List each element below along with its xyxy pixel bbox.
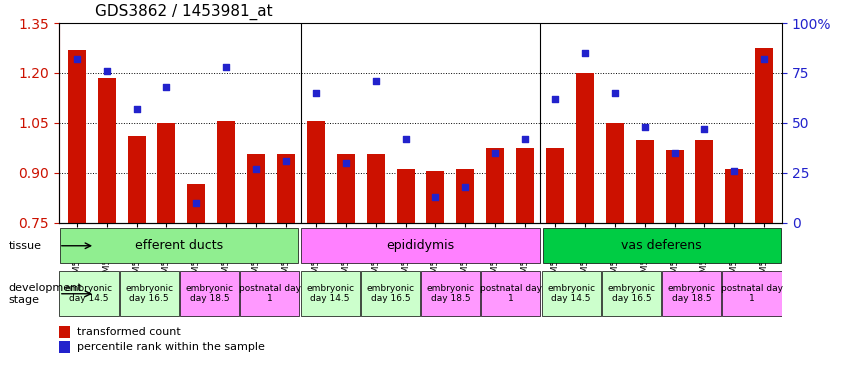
Bar	[157, 123, 176, 223]
FancyBboxPatch shape	[542, 228, 780, 263]
FancyBboxPatch shape	[662, 271, 722, 316]
Point	[458, 184, 472, 190]
Bar	[426, 171, 444, 223]
Point	[727, 168, 741, 174]
Bar	[665, 149, 684, 223]
Text: embryonic
day 18.5: embryonic day 18.5	[426, 284, 474, 303]
Point	[489, 150, 502, 156]
Bar	[486, 148, 505, 223]
Point	[608, 90, 621, 96]
FancyBboxPatch shape	[119, 271, 179, 316]
Bar	[307, 121, 325, 223]
Point	[279, 158, 293, 164]
FancyBboxPatch shape	[301, 228, 540, 263]
Bar	[397, 169, 415, 223]
FancyBboxPatch shape	[481, 271, 541, 316]
Point	[399, 136, 412, 142]
Text: embryonic
day 14.5: embryonic day 14.5	[547, 284, 595, 303]
Bar	[247, 154, 265, 223]
Text: postnatal day
1: postnatal day 1	[721, 284, 783, 303]
FancyBboxPatch shape	[60, 271, 119, 316]
Text: embryonic
day 16.5: embryonic day 16.5	[607, 284, 655, 303]
Text: embryonic
day 18.5: embryonic day 18.5	[186, 284, 234, 303]
FancyBboxPatch shape	[241, 271, 299, 316]
Bar	[367, 154, 384, 223]
Point	[668, 150, 681, 156]
Point	[578, 50, 591, 56]
Bar	[98, 78, 116, 223]
FancyBboxPatch shape	[300, 271, 360, 316]
FancyBboxPatch shape	[722, 271, 781, 316]
Point	[339, 160, 352, 166]
Bar	[606, 123, 624, 223]
FancyBboxPatch shape	[361, 271, 420, 316]
Point	[548, 96, 562, 102]
Text: percentile rank within the sample: percentile rank within the sample	[77, 342, 265, 352]
Point	[250, 166, 263, 172]
Text: embryonic
day 14.5: embryonic day 14.5	[306, 284, 354, 303]
Point	[429, 194, 442, 200]
Point	[100, 68, 114, 74]
Text: transformed count: transformed count	[77, 327, 181, 337]
Text: vas deferens: vas deferens	[621, 239, 702, 252]
Text: efferent ducts: efferent ducts	[135, 239, 224, 252]
Point	[130, 106, 143, 112]
Text: GDS3862 / 1453981_at: GDS3862 / 1453981_at	[95, 4, 272, 20]
Text: postnatal day
1: postnatal day 1	[239, 284, 301, 303]
Point	[758, 56, 771, 62]
Text: tissue: tissue	[8, 241, 41, 251]
Bar	[188, 184, 205, 223]
Text: epididymis: epididymis	[386, 239, 455, 252]
Bar	[217, 121, 235, 223]
Bar	[636, 139, 653, 223]
Bar	[336, 154, 355, 223]
Text: embryonic
day 16.5: embryonic day 16.5	[125, 284, 173, 303]
FancyBboxPatch shape	[421, 271, 480, 316]
Point	[638, 124, 652, 130]
Point	[70, 56, 83, 62]
Point	[160, 84, 173, 90]
Point	[518, 136, 532, 142]
Bar	[277, 154, 295, 223]
Bar	[128, 136, 145, 223]
Bar	[576, 73, 594, 223]
Point	[220, 64, 233, 70]
Bar	[457, 169, 474, 223]
FancyBboxPatch shape	[542, 271, 600, 316]
FancyBboxPatch shape	[180, 271, 239, 316]
Bar	[725, 169, 743, 223]
Text: embryonic
day 14.5: embryonic day 14.5	[65, 284, 113, 303]
Text: postnatal day
1: postnatal day 1	[480, 284, 542, 303]
Point	[309, 90, 323, 96]
Text: embryonic
day 16.5: embryonic day 16.5	[367, 284, 415, 303]
FancyBboxPatch shape	[602, 271, 661, 316]
Point	[698, 126, 711, 132]
Point	[189, 200, 203, 206]
Bar	[68, 50, 86, 223]
FancyBboxPatch shape	[61, 228, 299, 263]
Bar	[59, 326, 70, 338]
Text: development
stage: development stage	[8, 283, 82, 305]
Bar	[696, 139, 713, 223]
Text: embryonic
day 18.5: embryonic day 18.5	[668, 284, 716, 303]
Bar	[516, 148, 534, 223]
Bar	[755, 48, 773, 223]
Bar	[546, 148, 564, 223]
Point	[369, 78, 383, 84]
Bar	[59, 341, 70, 353]
